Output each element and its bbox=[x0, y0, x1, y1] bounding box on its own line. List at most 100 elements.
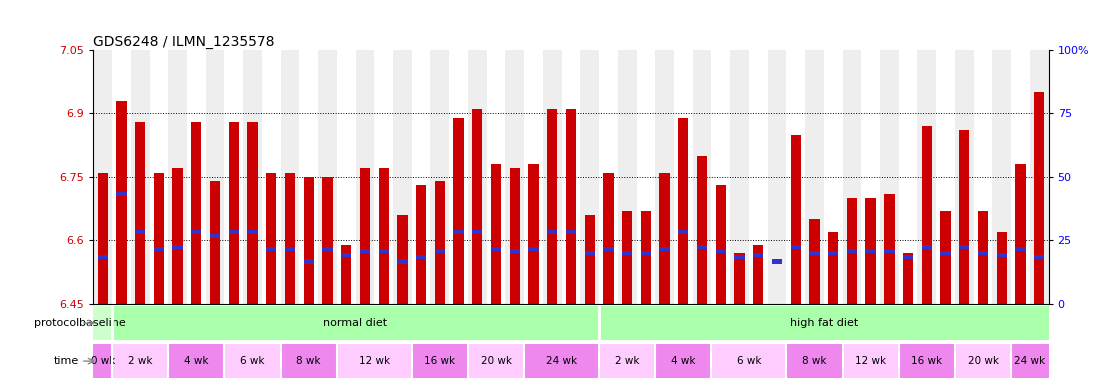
Text: high fat diet: high fat diet bbox=[789, 318, 858, 328]
Bar bbox=[600, 306, 1049, 340]
Bar bbox=[453, 118, 463, 304]
Bar bbox=[468, 344, 524, 378]
Text: 24 wk: 24 wk bbox=[1015, 356, 1045, 366]
Bar bbox=[865, 249, 876, 253]
Bar bbox=[98, 173, 108, 304]
Bar bbox=[656, 50, 674, 304]
Bar bbox=[884, 249, 895, 253]
Bar bbox=[600, 344, 656, 378]
Bar bbox=[397, 215, 407, 304]
Bar bbox=[300, 50, 318, 304]
Bar bbox=[603, 247, 614, 251]
Bar bbox=[360, 249, 370, 253]
Bar bbox=[978, 251, 988, 255]
Bar bbox=[828, 232, 839, 304]
Bar bbox=[641, 251, 651, 255]
Bar bbox=[323, 247, 333, 251]
Bar bbox=[112, 306, 600, 340]
Text: 16 wk: 16 wk bbox=[424, 356, 456, 366]
Bar bbox=[1011, 344, 1049, 378]
Bar bbox=[191, 122, 202, 304]
Bar bbox=[266, 173, 277, 304]
Bar bbox=[1034, 92, 1044, 304]
Bar bbox=[809, 251, 819, 255]
Bar bbox=[210, 234, 221, 238]
Bar bbox=[697, 245, 707, 249]
Bar bbox=[149, 50, 168, 304]
Bar bbox=[205, 50, 224, 304]
Bar bbox=[621, 211, 632, 304]
Bar bbox=[542, 50, 561, 304]
Bar bbox=[491, 247, 501, 251]
Bar bbox=[1030, 50, 1049, 304]
Text: 0 wk: 0 wk bbox=[90, 356, 115, 366]
Bar bbox=[993, 50, 1011, 304]
Bar bbox=[1034, 255, 1044, 260]
Bar bbox=[584, 251, 595, 255]
Bar bbox=[374, 50, 393, 304]
Bar bbox=[828, 251, 839, 255]
Bar bbox=[637, 50, 656, 304]
Bar bbox=[337, 344, 412, 378]
Text: time: time bbox=[54, 356, 79, 366]
Bar bbox=[847, 249, 858, 253]
Bar bbox=[172, 169, 182, 304]
Bar bbox=[416, 255, 426, 260]
Bar bbox=[561, 50, 581, 304]
Bar bbox=[360, 169, 370, 304]
Text: 20 wk: 20 wk bbox=[967, 356, 998, 366]
Bar bbox=[318, 50, 337, 304]
Text: 2 wk: 2 wk bbox=[127, 356, 153, 366]
Bar bbox=[303, 177, 314, 304]
Bar bbox=[861, 50, 879, 304]
Bar bbox=[112, 344, 168, 378]
Text: 6 wk: 6 wk bbox=[737, 356, 761, 366]
Bar bbox=[341, 253, 351, 257]
Bar bbox=[168, 344, 224, 378]
Bar bbox=[584, 215, 595, 304]
Bar bbox=[262, 50, 281, 304]
Bar bbox=[356, 50, 374, 304]
Bar bbox=[524, 50, 542, 304]
Bar bbox=[921, 126, 932, 304]
Bar bbox=[879, 50, 899, 304]
Bar bbox=[884, 194, 895, 304]
Bar bbox=[281, 50, 300, 304]
Bar bbox=[660, 247, 670, 251]
Bar bbox=[693, 50, 712, 304]
Bar bbox=[412, 344, 468, 378]
Bar bbox=[660, 173, 670, 304]
Text: protocol: protocol bbox=[34, 318, 79, 328]
Bar bbox=[154, 173, 164, 304]
Bar bbox=[716, 185, 726, 304]
Text: 8 wk: 8 wk bbox=[803, 356, 827, 366]
Bar bbox=[768, 50, 786, 304]
Bar bbox=[621, 251, 632, 255]
Bar bbox=[472, 230, 482, 234]
Bar bbox=[416, 185, 426, 304]
Text: 12 wk: 12 wk bbox=[855, 356, 886, 366]
Bar bbox=[735, 255, 744, 260]
Bar bbox=[805, 50, 824, 304]
Bar bbox=[712, 344, 786, 378]
Bar bbox=[753, 253, 763, 257]
Bar bbox=[393, 50, 412, 304]
Bar bbox=[918, 50, 937, 304]
Bar bbox=[172, 245, 182, 249]
Bar bbox=[960, 245, 970, 249]
Bar bbox=[524, 344, 600, 378]
Text: normal diet: normal diet bbox=[324, 318, 388, 328]
Bar bbox=[154, 247, 164, 251]
Bar bbox=[1011, 50, 1030, 304]
Bar bbox=[679, 230, 688, 234]
Bar bbox=[735, 253, 744, 304]
Bar bbox=[674, 50, 693, 304]
Bar bbox=[412, 50, 430, 304]
Bar bbox=[284, 247, 295, 251]
Bar bbox=[641, 211, 651, 304]
Bar bbox=[974, 50, 993, 304]
Bar bbox=[93, 306, 112, 340]
Bar bbox=[786, 50, 805, 304]
Text: 2 wk: 2 wk bbox=[615, 356, 639, 366]
Bar bbox=[847, 198, 858, 304]
